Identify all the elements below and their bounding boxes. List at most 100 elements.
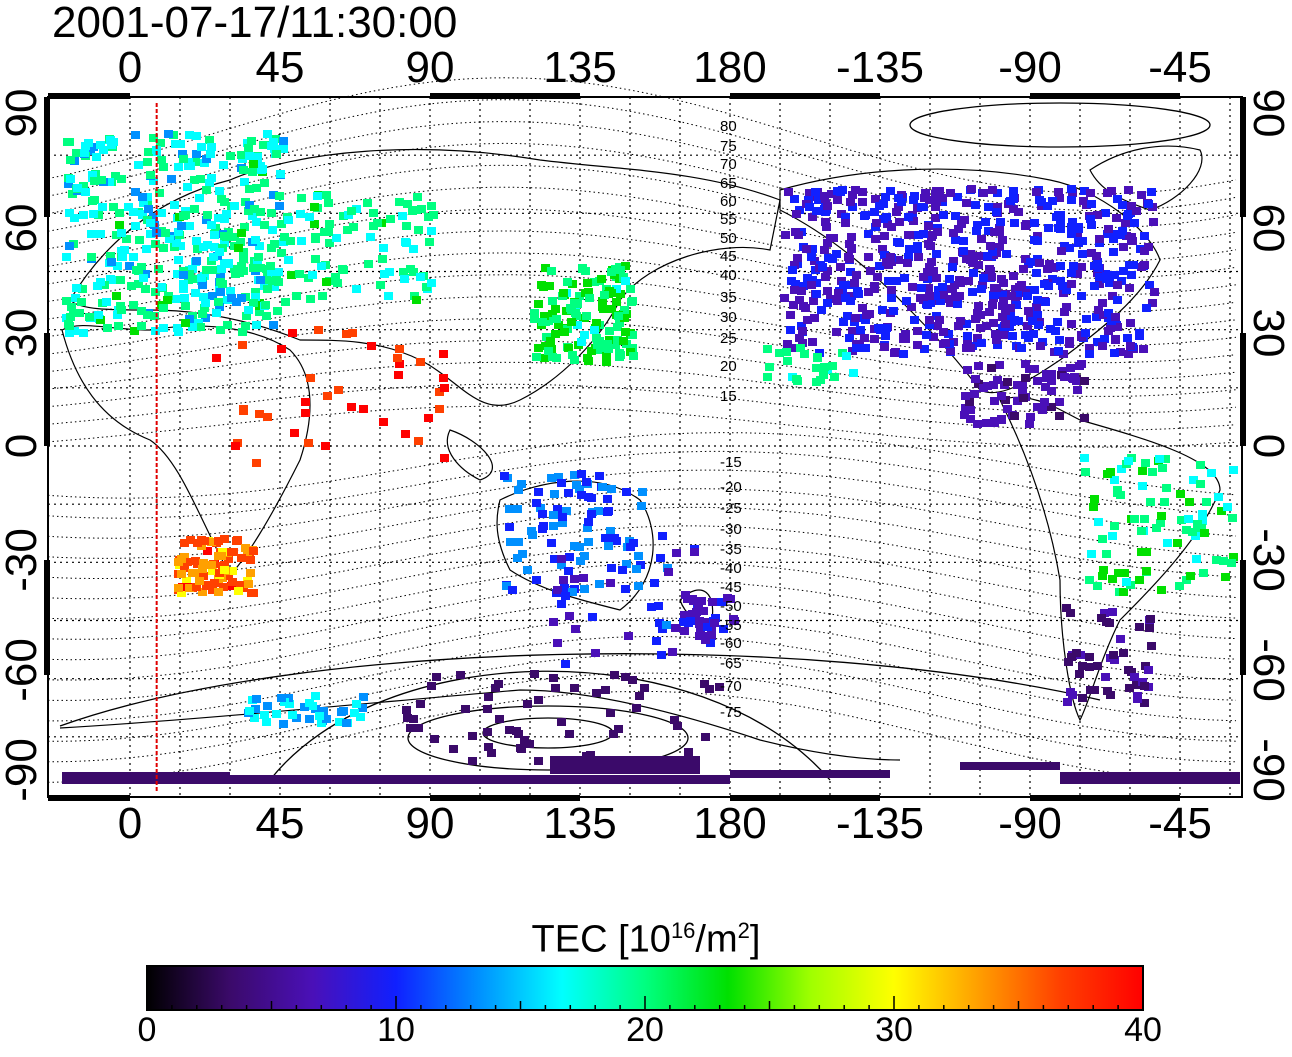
tec-cell: [269, 321, 278, 329]
tec-cell: [384, 292, 393, 300]
tec-cell: [251, 293, 260, 301]
tec-cell: [546, 337, 555, 345]
tec-cell: [1087, 200, 1096, 208]
tec-cell: [1067, 280, 1076, 288]
tec-cell: [315, 712, 324, 720]
tec-cell: [997, 415, 1006, 423]
tec-cell: [892, 208, 901, 216]
tec-cell: [279, 137, 288, 145]
tec-cell: [1135, 623, 1144, 631]
tec-cell: [262, 141, 271, 149]
tec-cell: [832, 250, 841, 258]
tec-cell: [864, 230, 873, 238]
tec-cell: [696, 630, 705, 638]
tec-cell: [1078, 662, 1087, 670]
tec-cell: [240, 223, 249, 231]
tec-cell: [988, 186, 997, 194]
tec-cell: [629, 539, 638, 547]
tec-cell: [1094, 518, 1103, 526]
tec-cell: [1102, 550, 1111, 558]
tec-cell: [584, 538, 593, 546]
tec-cell: [144, 205, 153, 213]
tec-cell: [790, 261, 799, 269]
tec-cell: [238, 341, 247, 349]
tec-cell: [1058, 282, 1067, 290]
tec-cell: [807, 281, 816, 289]
tec-cell: [217, 265, 226, 273]
tec-cell: [255, 299, 264, 307]
tec-cell: [846, 297, 855, 305]
tec-cell: [1119, 267, 1128, 275]
tec-cell: [224, 555, 233, 563]
tec-cell: [1028, 317, 1037, 325]
tec-cell: [151, 327, 160, 335]
tec-cell: [111, 172, 120, 180]
tec-cell: [1119, 649, 1128, 657]
tec-cell: [262, 276, 271, 284]
contour-label: 25: [720, 330, 737, 347]
tec-cell: [557, 600, 566, 608]
tec-cell: [1116, 231, 1125, 239]
tec-cell: [604, 542, 613, 550]
tec-cell: [925, 263, 934, 271]
tec-cell: [981, 218, 990, 226]
tec-data-cells: [62, 130, 1240, 784]
tec-cell: [107, 258, 116, 266]
tec-cell: [532, 576, 541, 584]
tec-cell: [114, 322, 123, 330]
tec-cell: [1040, 280, 1049, 288]
tec-cell: [858, 304, 867, 312]
tec-cell: [1145, 624, 1154, 632]
tec-cell: [468, 732, 477, 740]
contour-label: 60: [720, 193, 737, 210]
tec-cell: [179, 212, 188, 220]
tec-cell: [306, 374, 315, 382]
tec-cell: [601, 534, 610, 542]
tec-cell: [85, 313, 94, 321]
tec-cell: [1003, 405, 1012, 413]
tec-cell: [1110, 476, 1119, 484]
tec-cell: [1200, 529, 1209, 537]
tec-cell: [880, 251, 889, 259]
tec-cell: [549, 618, 558, 626]
tec-cell: [113, 262, 122, 270]
tec-cell: [181, 302, 190, 310]
tec-cell: [846, 268, 855, 276]
tec-cell: [966, 415, 975, 423]
top-xtick: 180: [693, 43, 767, 92]
tec-cell: [870, 208, 879, 216]
tec-cell: [933, 228, 942, 236]
tec-cell: [808, 276, 817, 284]
tec-cell: [647, 603, 656, 611]
tec-cell: [139, 199, 148, 207]
tec-cell: [995, 243, 1004, 251]
tec-cell: [400, 275, 409, 283]
tec-cell: [1122, 578, 1131, 586]
tec-cell: [715, 683, 724, 691]
tec-cell: [1060, 373, 1069, 381]
tec-cell: [1077, 292, 1086, 300]
tec-cell: [931, 190, 940, 198]
tec-cell: [551, 684, 560, 692]
tec-cell: [334, 386, 343, 394]
tec-cell: [969, 259, 978, 267]
tec-cell: [924, 284, 933, 292]
tec-cell: [129, 301, 138, 309]
tec-cell: [1085, 653, 1094, 661]
tec-cell: [820, 246, 829, 254]
tec-cell: [247, 589, 256, 597]
tec-cell: [1148, 468, 1157, 476]
tec-cell: [830, 373, 839, 381]
tec-cell: [62, 297, 71, 305]
tec-cell: [1067, 653, 1076, 661]
tec-cell: [697, 597, 706, 605]
tec-cell: [1092, 252, 1101, 260]
tec-cell: [1021, 255, 1030, 263]
tec-cell: [495, 715, 504, 723]
tec-cell: [1111, 335, 1120, 343]
tec-cell: [621, 673, 630, 681]
tec-cell: [989, 381, 998, 389]
tec-cell: [954, 322, 963, 330]
bottom-xtick: 135: [543, 799, 617, 848]
tec-cell: [297, 237, 306, 245]
